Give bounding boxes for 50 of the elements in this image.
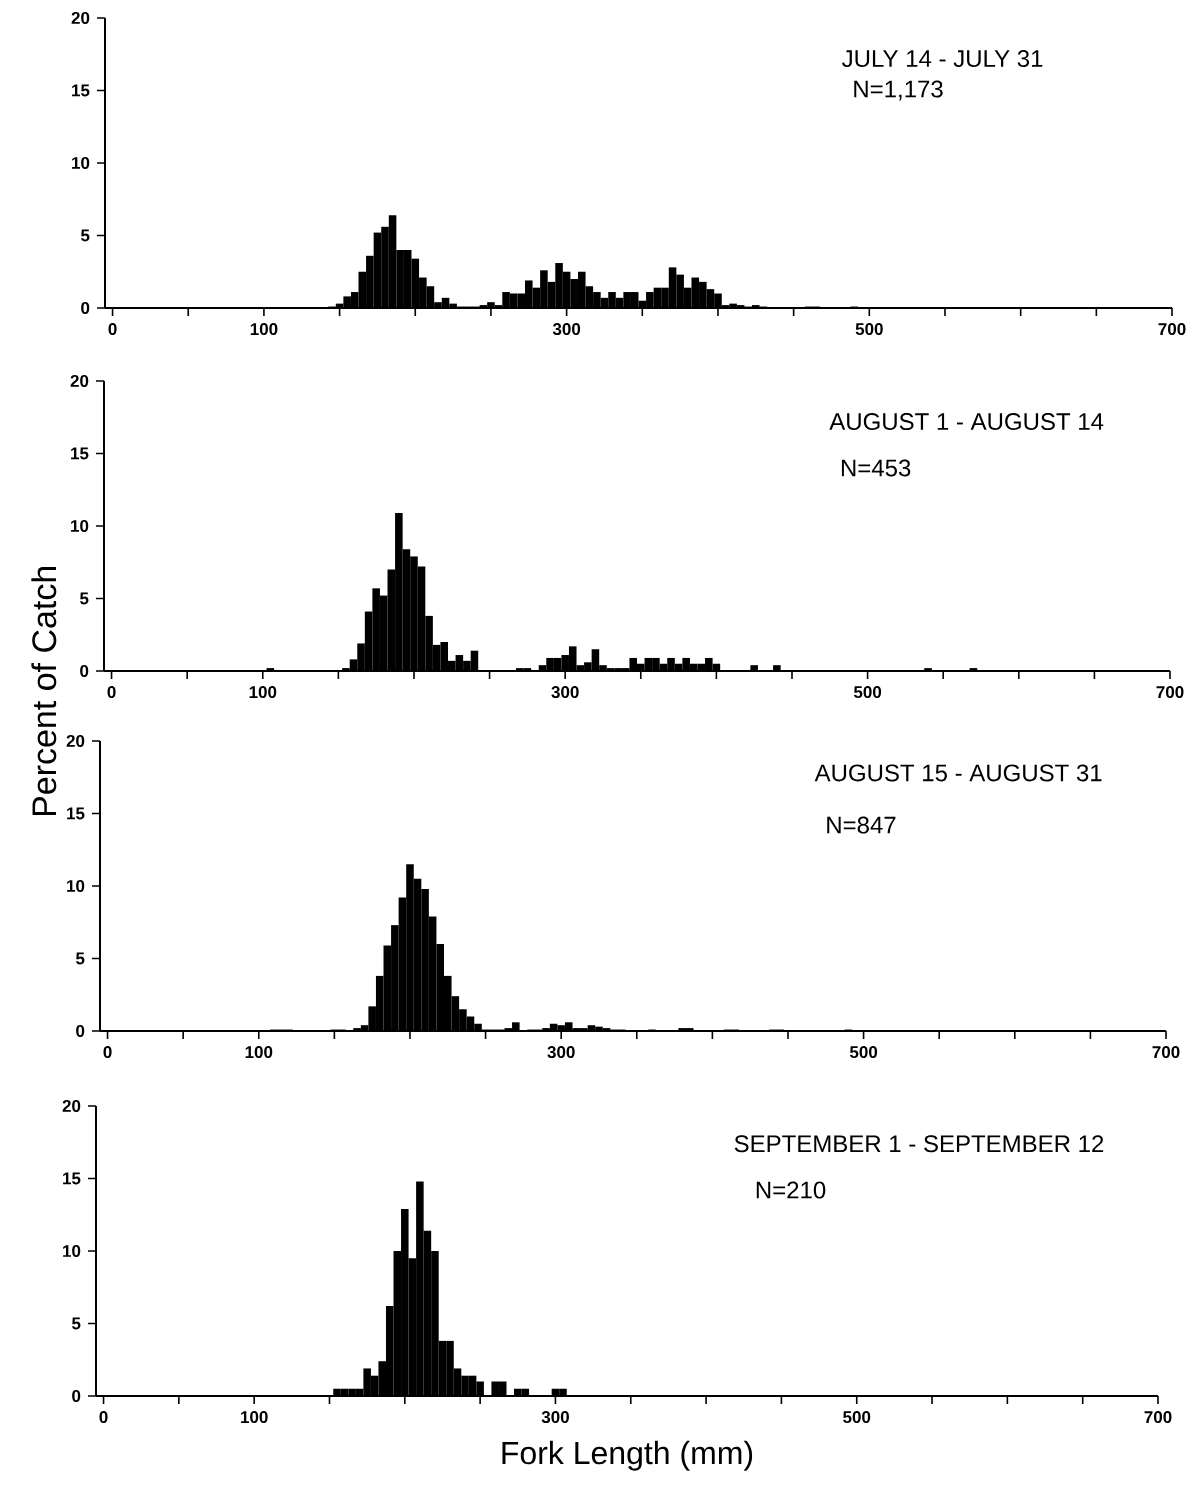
x-tick-label: 100: [250, 323, 278, 336]
y-tick-label: 20: [71, 11, 90, 24]
annotation: AUGUST 1 - AUGUST 14: [829, 413, 1104, 431]
annotation: AUGUST 15 - AUGUST 31: [814, 764, 1102, 782]
y-axis-title: Percent of Catch: [31, 566, 57, 816]
y-tick-label: 0: [76, 1024, 85, 1037]
y-tick-label: 10: [72, 156, 90, 169]
x-tick-label: 500: [849, 1046, 878, 1059]
annotation: N=210: [756, 1181, 826, 1199]
y-tick-label: 20: [62, 1100, 81, 1113]
x-axis-title: Fork Length (mm): [502, 1440, 753, 1471]
x-tick-label: 0: [107, 686, 116, 699]
x-tick-label: 0: [103, 1046, 112, 1059]
x-tick-label: 100: [249, 686, 277, 699]
y-tick-label: 15: [67, 807, 85, 820]
x-tick-label: 100: [245, 1046, 273, 1059]
y-tick-label: 15: [63, 1172, 81, 1185]
x-tick-label: 500: [855, 323, 883, 336]
y-tick-label: 5: [80, 592, 89, 605]
y-tick-label: 0: [72, 1389, 81, 1403]
y-tick-label: 10: [63, 1244, 81, 1258]
y-tick-label: 10: [67, 879, 85, 892]
annotation: N=1,173: [854, 80, 943, 101]
x-tick-label: 100: [241, 1411, 268, 1424]
annotation: N=847: [827, 816, 896, 834]
x-tick-label: 700: [1152, 1046, 1180, 1059]
y-tick-label: 5: [72, 1317, 81, 1330]
x-tick-label: 700: [1156, 686, 1184, 699]
x-tick-label: 0: [99, 1411, 108, 1424]
x-tick-label: 500: [843, 1411, 871, 1424]
y-tick-label: 0: [81, 301, 90, 314]
y-tick-label: 15: [71, 447, 89, 460]
x-tick-label: 0: [108, 323, 117, 336]
x-tick-label: 300: [547, 1046, 575, 1059]
annotation: JULY 14 - JULY 31: [842, 50, 1043, 68]
x-tick-label: 300: [551, 686, 579, 699]
y-tick-label: 10: [71, 519, 89, 532]
y-tick-label: 0: [80, 664, 89, 677]
x-tick-label: 500: [853, 686, 882, 699]
x-tick-label: 700: [1144, 1411, 1172, 1424]
y-tick-label: 5: [76, 952, 85, 965]
y-tick-label: 20: [70, 374, 89, 387]
y-tick-label: 15: [72, 84, 90, 97]
y-tick-label: 5: [81, 229, 90, 242]
x-tick-label: 300: [541, 1411, 569, 1424]
y-tick-label: 20: [66, 734, 85, 747]
annotation: SEPTEMBER 1 - SEPTEMBER 12: [734, 1135, 1104, 1153]
annotation: N=453: [841, 459, 911, 477]
x-tick-label: 700: [1158, 323, 1186, 336]
x-tick-label: 300: [552, 323, 581, 336]
